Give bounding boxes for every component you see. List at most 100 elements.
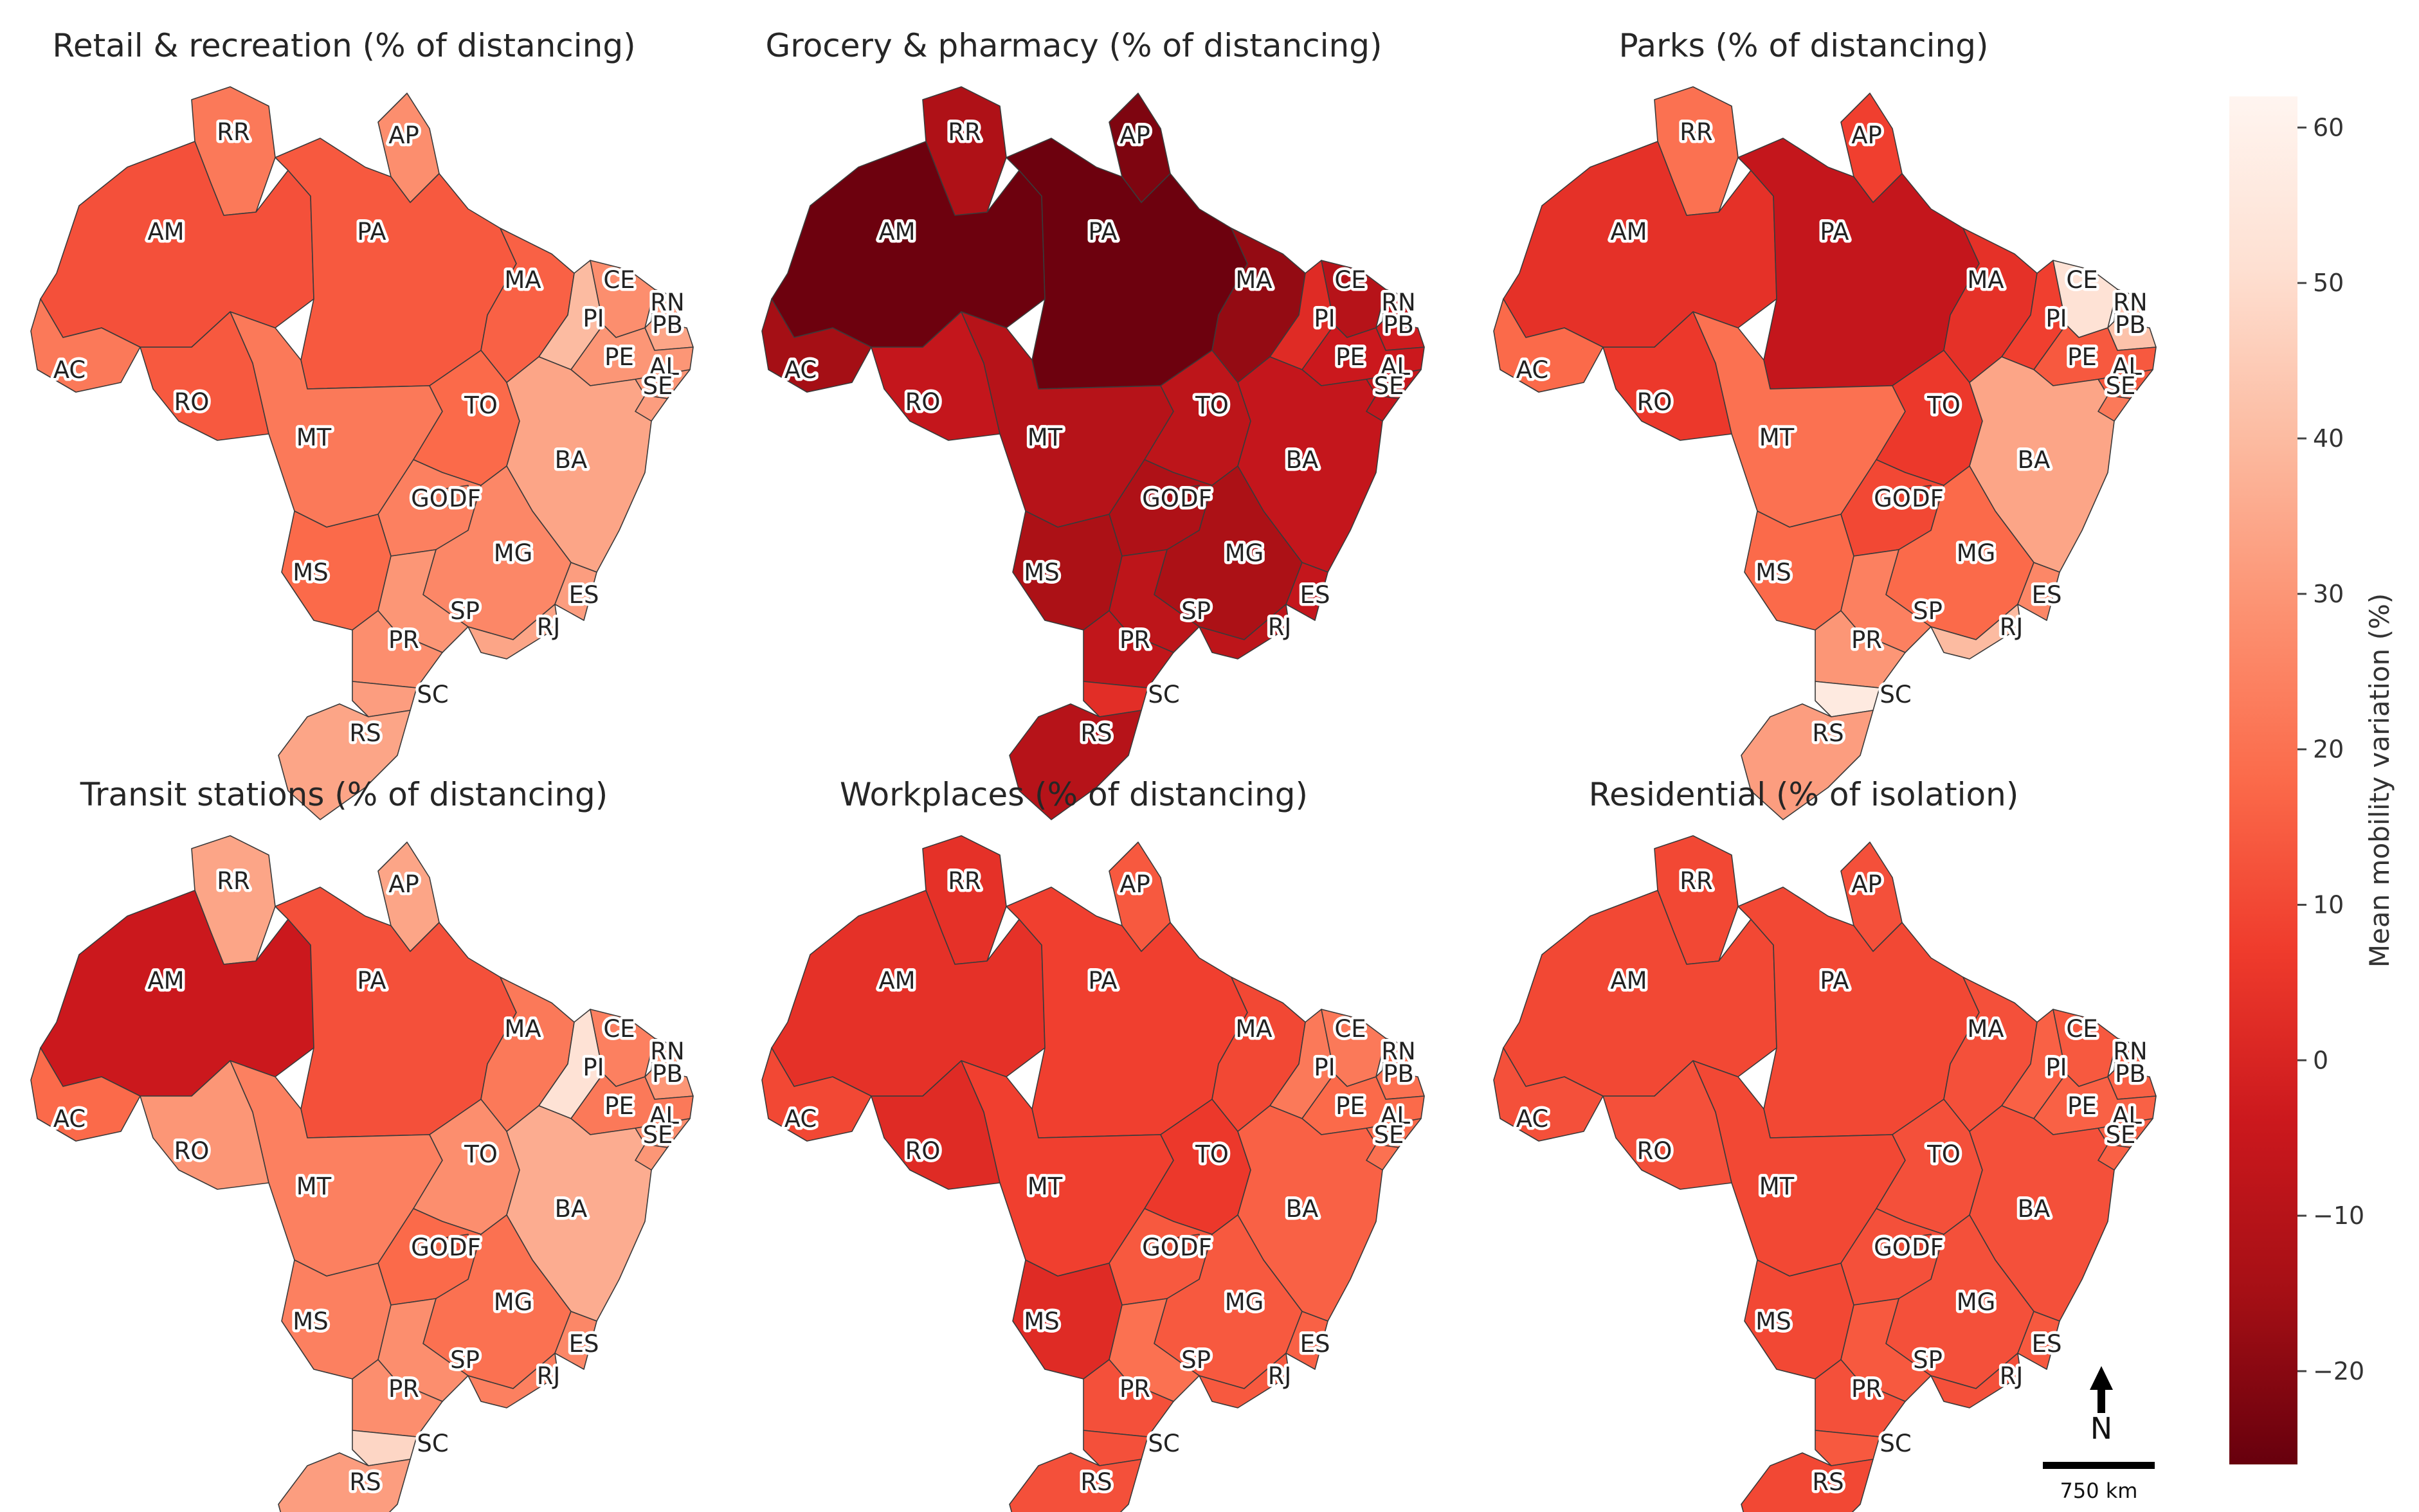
state-label-rn: RN: [2113, 289, 2147, 316]
state-region-df: [445, 1234, 472, 1257]
state-label-ac: AC: [784, 356, 817, 384]
state-label-ba: BA: [1286, 1195, 1319, 1223]
state-label-pi: PI: [2045, 1054, 2067, 1081]
state-label-sp: SP: [450, 597, 480, 625]
state-label-mt: MT: [1028, 1173, 1063, 1200]
state-label-ap: AP: [388, 122, 419, 149]
state-label-rj: RJ: [537, 1362, 561, 1390]
state-label-mt: MT: [1759, 424, 1795, 451]
state-label-al: AL: [1381, 1102, 1410, 1130]
state-label-rs: RS: [1080, 1468, 1112, 1496]
state-region-rn: [2114, 289, 2144, 325]
state-label-ce: CE: [603, 1015, 635, 1043]
state-label-to: TO: [1195, 1140, 1229, 1168]
state-label-ro: RO: [1637, 1137, 1672, 1165]
state-label-es: ES: [569, 581, 599, 609]
state-label-pa: PA: [1088, 967, 1117, 995]
state-region-ac: [30, 298, 141, 393]
state-label-rs: RS: [1812, 1468, 1844, 1496]
state-label-to: TO: [464, 392, 498, 419]
colorbar: 60 50 40 30 20 10 0 −10 −20 Mean mobility variat…: [2229, 96, 2395, 1464]
colorbar-gradient: [2229, 96, 2297, 1464]
state-label-ro: RO: [905, 388, 941, 416]
state-label-ap: AP: [388, 870, 419, 898]
state-label-ac: AC: [53, 1105, 86, 1133]
state-label-rr: RR: [948, 118, 981, 146]
state-label-pb: PB: [652, 1060, 683, 1088]
state-label-mt: MT: [1028, 424, 1063, 451]
state-label-pa: PA: [357, 967, 386, 995]
state-label-ac: AC: [784, 1105, 817, 1133]
state-label-rr: RR: [1680, 118, 1712, 146]
state-label-ms: MS: [293, 1308, 328, 1335]
state-label-ma: MA: [504, 1015, 541, 1043]
state-region-rj: [1199, 1353, 1290, 1408]
map-panel: Retail & recreation (% of distancing) RR A…: [30, 27, 694, 820]
state-label-se: SE: [643, 1121, 673, 1149]
state-region-rj: [1930, 1353, 2022, 1408]
state-region-es: [2017, 1311, 2060, 1370]
state-label-df: DF: [1912, 485, 1944, 512]
state-label-ms: MS: [1755, 559, 1791, 586]
colorbar-tick-label: 10: [2313, 890, 2344, 919]
panel-title: Workplaces (% of distancing): [840, 776, 1308, 813]
state-label-ba: BA: [1286, 446, 1319, 474]
state-region-rj: [467, 604, 559, 660]
state-label-pr: PR: [1119, 626, 1150, 654]
state-label-go: GO: [1874, 1234, 1911, 1261]
colorbar-tick-label: 60: [2313, 113, 2344, 141]
state-label-pe: PE: [604, 343, 634, 371]
state-label-se: SE: [643, 372, 673, 400]
state-region-rs: [1009, 1452, 1142, 1512]
state-label-es: ES: [1300, 581, 1330, 609]
state-label-go: GO: [1874, 485, 1911, 512]
panel-title: Transit stations (% of distancing): [80, 776, 608, 813]
state-label-ma: MA: [504, 266, 541, 294]
state-label-rj: RJ: [2000, 1362, 2024, 1390]
state-label-rj: RJ: [1268, 613, 1292, 641]
state-label-pb: PB: [1383, 311, 1414, 339]
state-label-ap: AP: [1851, 870, 1882, 898]
state-label-ce: CE: [603, 266, 635, 294]
state-label-pe: PE: [2067, 343, 2097, 371]
state-region-ac: [761, 1047, 872, 1142]
state-label-sp: SP: [1913, 1346, 1943, 1374]
state-label-pb: PB: [2115, 311, 2146, 339]
state-label-df: DF: [449, 1234, 481, 1261]
state-label-sc: SC: [1880, 1430, 1911, 1457]
state-label-rs: RS: [1812, 719, 1844, 747]
colorbar-tick-label: 20: [2313, 735, 2344, 764]
state-region-rj: [467, 1353, 559, 1408]
state-label-ma: MA: [1235, 266, 1272, 294]
north-label: N: [2090, 1411, 2112, 1446]
state-region-rs: [1741, 1452, 1874, 1512]
state-label-go: GO: [411, 1234, 448, 1261]
state-region-rs: [1009, 703, 1142, 820]
state-label-rn: RN: [1381, 1038, 1415, 1065]
map-panel: Grocery & pharmacy (% of distancing) RR AP…: [761, 27, 1425, 820]
state-region-es: [554, 1311, 597, 1370]
state-label-sc: SC: [1880, 681, 1911, 708]
state-region-rn: [651, 1038, 681, 1074]
state-label-ms: MS: [293, 559, 328, 586]
north-arrow: N: [2090, 1366, 2113, 1446]
state-region-ac: [1493, 298, 1604, 393]
state-label-pb: PB: [1383, 1060, 1414, 1088]
state-label-pr: PR: [1851, 626, 1882, 654]
state-label-df: DF: [1180, 485, 1212, 512]
map-panel: Workplaces (% of distancing) RR AP AM PA MA PI…: [761, 776, 1425, 1512]
state-region-rn: [1382, 1038, 1412, 1074]
colorbar-tick-label: −10: [2313, 1202, 2364, 1230]
state-label-al: AL: [2112, 1102, 2142, 1130]
state-label-pb: PB: [652, 311, 683, 339]
state-label-am: AM: [1610, 967, 1647, 995]
state-label-pi: PI: [1314, 1054, 1335, 1081]
state-label-se: SE: [1374, 1121, 1404, 1149]
state-region-rn: [2114, 1038, 2144, 1074]
state-label-ba: BA: [555, 446, 588, 474]
state-label-pa: PA: [1820, 967, 1849, 995]
state-label-ce: CE: [1334, 1015, 1366, 1043]
